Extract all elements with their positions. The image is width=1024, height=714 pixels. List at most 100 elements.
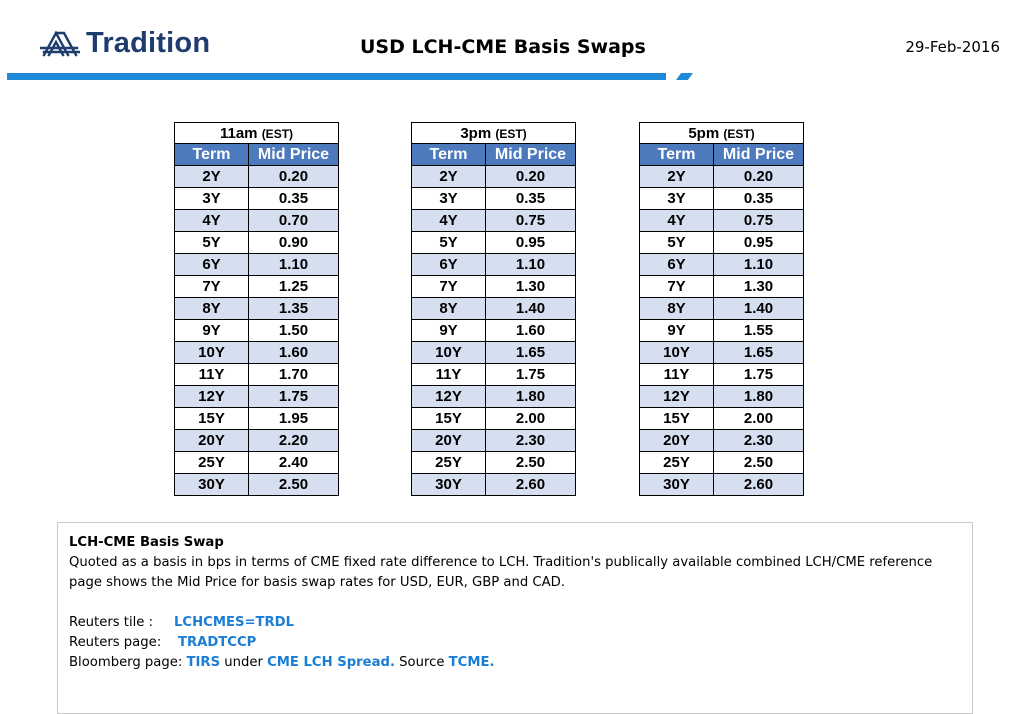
mid-price-cell: 1.65 [485,341,576,364]
term-cell: 6Y [174,253,249,276]
reuters-tile-label: Reuters tile : [69,615,154,630]
term-cell: 3Y [411,187,486,210]
info-box: LCH-CME Basis Swap Quoted as a basis in … [57,522,973,714]
term-cell: 30Y [639,473,714,496]
bloomberg-label: Bloomberg page: [69,655,183,670]
reuters-page-label: Reuters page: [69,635,162,650]
reuters-tile-link[interactable]: LCHCMES=TRDL [174,615,295,630]
table-row: 6Y 1.10 [411,253,576,276]
term-column-header: Term [639,143,714,166]
mid-price-cell: 1.50 [248,319,339,342]
header-rule [7,73,666,80]
term-cell: 11Y [411,363,486,386]
term-cell: 8Y [174,297,249,320]
mid-price-column-header: Mid Price [248,143,339,166]
table-row: 10Y 1.65 [639,341,804,364]
cme-lch-spread-link[interactable]: CME LCH Spread. [267,655,395,670]
mid-price-cell: 1.60 [485,319,576,342]
table-row: 3Y 0.35 [639,187,804,210]
term-cell: 20Y [639,429,714,452]
under-text: under [224,655,263,670]
mid-price-cell: 2.60 [485,473,576,496]
table-row: 20Y 2.30 [411,429,576,452]
term-cell: 11Y [174,363,249,386]
term-cell: 5Y [639,231,714,254]
mid-price-cell: 1.40 [485,297,576,320]
table-row: 30Y 2.60 [639,473,804,496]
mid-price-cell: 1.55 [713,319,804,342]
mid-price-column-header: Mid Price [713,143,804,166]
mid-price-cell: 0.35 [248,187,339,210]
table-row: 8Y 1.40 [639,297,804,320]
mid-price-cell: 0.20 [248,165,339,188]
table-row: 2Y 0.20 [174,165,339,188]
table-time-header: 5pm (EST) [639,122,804,144]
table-row: 8Y 1.35 [174,297,339,320]
table-row: 4Y 0.75 [639,209,804,232]
term-cell: 2Y [411,165,486,188]
table-row: 5Y 0.90 [174,231,339,254]
mid-price-cell: 1.70 [248,363,339,386]
term-cell: 5Y [174,231,249,254]
term-cell: 9Y [639,319,714,342]
mid-price-cell: 1.80 [485,385,576,408]
mid-price-cell: 2.30 [485,429,576,452]
mid-price-cell: 0.20 [485,165,576,188]
tcme-link[interactable]: TCME. [448,655,495,670]
mid-price-cell: 2.20 [248,429,339,452]
mid-price-cell: 1.80 [713,385,804,408]
mid-price-cell: 2.00 [485,407,576,430]
term-cell: 7Y [639,275,714,298]
table-row: 2Y 0.20 [639,165,804,188]
term-cell: 30Y [174,473,249,496]
table-row: 20Y 2.20 [174,429,339,452]
mid-price-cell: 1.75 [485,363,576,386]
term-cell: 3Y [639,187,714,210]
mid-price-cell: 0.20 [713,165,804,188]
table-row: 4Y 0.70 [174,209,339,232]
info-body-line-2: page shows the Mid Price for basis swap … [69,575,566,590]
mid-price-cell: 1.30 [713,275,804,298]
term-cell: 9Y [411,319,486,342]
mid-price-cell: 2.50 [485,451,576,474]
mid-price-cell: 1.25 [248,275,339,298]
table-row: 7Y 1.25 [174,275,339,298]
info-heading: LCH-CME Basis Swap [69,535,224,550]
term-cell: 25Y [639,451,714,474]
table-row: 15Y 2.00 [411,407,576,430]
mid-price-cell: 0.70 [248,209,339,232]
term-cell: 11Y [639,363,714,386]
term-cell: 15Y [411,407,486,430]
table-row: 2Y 0.20 [411,165,576,188]
reuters-page-link[interactable]: TRADTCCP [177,635,257,650]
term-cell: 4Y [411,209,486,232]
table-row: 12Y 1.80 [411,385,576,408]
mid-price-cell: 1.30 [485,275,576,298]
mid-price-cell: 2.30 [713,429,804,452]
table-row: 15Y 1.95 [174,407,339,430]
header-rule-accent [676,73,693,80]
mid-price-cell: 0.90 [248,231,339,254]
bloomberg-tirs-link[interactable]: TIRS [186,655,221,670]
mid-price-cell: 2.60 [713,473,804,496]
table-row: 10Y 1.60 [174,341,339,364]
table-row: 9Y 1.50 [174,319,339,342]
source-text: Source [399,655,445,670]
mid-price-cell: 1.10 [248,253,339,276]
term-cell: 15Y [639,407,714,430]
term-cell: 12Y [411,385,486,408]
mid-price-cell: 1.40 [713,297,804,320]
term-cell: 2Y [174,165,249,188]
reuters-page-line: Reuters page: TRADTCCP [69,633,972,653]
mid-price-cell: 1.60 [248,341,339,364]
term-column-header: Term [411,143,486,166]
term-cell: 15Y [174,407,249,430]
logo-text: Tradition [86,26,211,59]
term-cell: 2Y [639,165,714,188]
report-date: 29-Feb-2016 [905,38,1000,56]
term-column-header: Term [174,143,249,166]
table-row: 8Y 1.40 [411,297,576,320]
tradition-logo: Tradition [40,26,210,60]
mid-price-cell: 2.40 [248,451,339,474]
table-row: 30Y 2.60 [411,473,576,496]
